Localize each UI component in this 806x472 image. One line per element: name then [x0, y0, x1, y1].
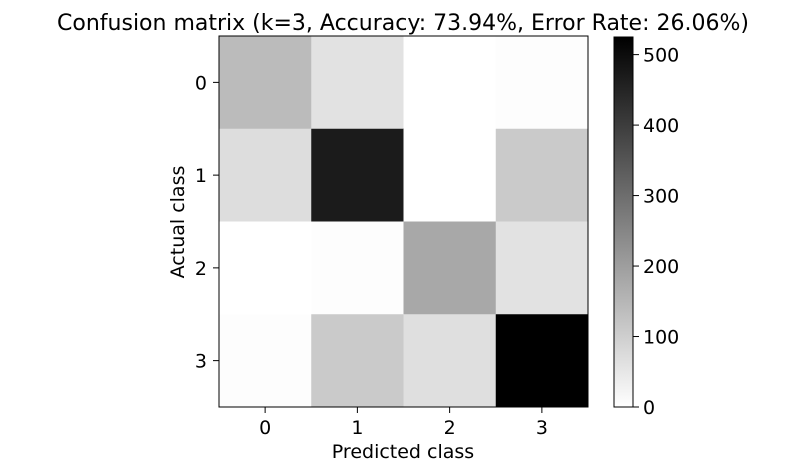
- plot-frame: [218, 35, 589, 408]
- heatmap-cell-3-1: [311, 314, 404, 408]
- heatmap-cell-1-2: [403, 128, 497, 222]
- colorbar: [613, 36, 634, 408]
- heatmap-cell-1-0: [219, 128, 312, 222]
- colorbar-ticks: 0 100 200 300 400 500: [633, 45, 679, 419]
- colorbar-tick-label-1: 100: [643, 327, 679, 349]
- heatmap-cell-3-3: [495, 314, 589, 408]
- colorbar-tick-label-2: 200: [643, 256, 679, 278]
- heatmap-cell-0-3: [495, 36, 589, 130]
- heatmap-cell-2-2: [403, 221, 497, 315]
- y-tick-label-0: 0: [195, 72, 207, 94]
- heatmap-cell-2-0: [219, 221, 312, 315]
- colorbar-tick-label-4: 400: [643, 115, 679, 137]
- heatmap-cells: [219, 36, 589, 408]
- heatmap-cell-0-2: [403, 36, 497, 130]
- y-tick-label-1: 1: [195, 165, 207, 187]
- x-tick-label-2: 2: [444, 417, 456, 439]
- y-tick-label-2: 2: [195, 258, 207, 280]
- y-axis-ticks: 0 1 2 3: [195, 72, 219, 373]
- colorbar-tick-label-5: 500: [643, 45, 679, 67]
- colorbar-tick-label-3: 300: [643, 186, 679, 208]
- colorbar-tick-label-0: 0: [643, 397, 655, 419]
- x-tick-label-3: 3: [536, 417, 548, 439]
- heatmap-cell-2-1: [311, 221, 404, 315]
- x-tick-label-0: 0: [259, 417, 271, 439]
- heatmap-cell-1-3: [495, 128, 589, 222]
- heatmap-cell-2-3: [495, 221, 589, 315]
- x-axis-label: Predicted class: [332, 441, 474, 463]
- x-tick-label-1: 1: [351, 417, 363, 439]
- x-axis-ticks: 0 1 2 3: [259, 407, 548, 439]
- heatmap-cell-3-2: [403, 314, 497, 408]
- y-axis-label: Actual class: [167, 166, 189, 279]
- heatmap-cell-3-0: [219, 314, 312, 408]
- y-tick-label-3: 3: [195, 351, 207, 373]
- heatmap-cell-0-1: [311, 36, 404, 130]
- heatmap-cell-0-0: [219, 36, 312, 130]
- chart-title: Confusion matrix (k=3, Accuracy: 73.94%,…: [57, 11, 749, 36]
- heatmap-cell-1-1: [311, 128, 404, 222]
